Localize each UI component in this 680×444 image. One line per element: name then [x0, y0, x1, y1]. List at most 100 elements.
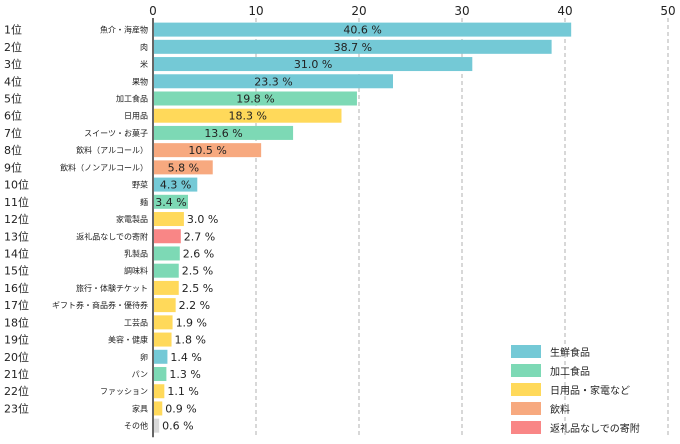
- category-label: 工芸品: [124, 317, 148, 327]
- category-label: 果物: [132, 76, 148, 86]
- legend-swatch: [511, 364, 541, 377]
- rank-label: 14位: [4, 246, 29, 260]
- rank-label: 13位: [4, 229, 29, 243]
- x-tick-label: 10: [248, 4, 263, 18]
- data-label: 1.4 %: [170, 351, 201, 364]
- rank-label: 16位: [4, 281, 29, 295]
- bar: [154, 91, 357, 106]
- rank-label: 3位: [4, 57, 22, 71]
- rank-label: 19位: [4, 333, 29, 347]
- category-label: 家電製品: [116, 214, 148, 224]
- legend-label: 日用品・家電など: [550, 384, 630, 397]
- bar: [154, 177, 198, 192]
- rank-label: 12位: [4, 212, 29, 226]
- bar: [154, 280, 179, 295]
- category-label: 肉: [140, 42, 148, 52]
- bar: [154, 194, 189, 209]
- category-label: 家具: [132, 403, 148, 413]
- data-label: 1.3 %: [169, 368, 200, 381]
- category-label: ファッション: [100, 387, 148, 396]
- data-label: 1.9 %: [176, 316, 207, 329]
- bar: [154, 246, 180, 261]
- bars: [154, 22, 572, 433]
- category-label: 魚介・海産物: [100, 25, 148, 35]
- data-label: 31.0 %: [294, 58, 332, 71]
- data-label: 40.6 %: [343, 24, 381, 37]
- category-label: その他: [124, 421, 148, 431]
- rank-label: 17位: [4, 298, 29, 312]
- category-label: 加工食品: [116, 93, 148, 103]
- category-labels: 40.6 % 1位 魚介・海産物 38.7 % 2位 肉 31.0 % 3位 米 23.3 % 4位…: [4, 23, 382, 433]
- category-label: 麺: [140, 197, 148, 207]
- x-tick-label: 50: [660, 4, 675, 18]
- category-label: 返礼品なしでの寄附: [76, 231, 148, 241]
- x-axis-ticks: 0 10 20 30 40 50: [149, 4, 675, 18]
- data-label: 2.5 %: [182, 265, 213, 278]
- data-label: 19.8 %: [236, 92, 274, 105]
- data-label: 1.8 %: [175, 334, 206, 347]
- rank-label: 7位: [4, 126, 22, 140]
- data-label: 2.7 %: [184, 230, 215, 243]
- category-label: 飲料（ノンアルコール）: [60, 162, 148, 172]
- data-label: 2.5 %: [182, 282, 213, 295]
- bar: [154, 298, 176, 313]
- bar: [154, 160, 213, 175]
- data-label: 4.3 %: [160, 179, 191, 192]
- bar: [154, 74, 393, 89]
- data-label: 23.3 %: [254, 75, 292, 88]
- category-label: ギフト券・商品券・優待券: [52, 300, 148, 310]
- rank-label: 10位: [4, 178, 29, 192]
- category-label: 野菜: [132, 180, 148, 190]
- category-label: スイーツ・お菓子: [84, 128, 148, 138]
- legend-label: 生鮮食品: [550, 346, 590, 359]
- bar: [154, 125, 294, 140]
- rank-label: 11位: [4, 195, 29, 209]
- category-label: 調味料: [124, 266, 148, 276]
- data-label: 3.4 %: [155, 196, 186, 209]
- bar: [154, 315, 173, 330]
- bar: [154, 384, 165, 399]
- data-label: 3.0 %: [187, 213, 218, 226]
- legend-label: 返礼品なしでの寄附: [550, 422, 640, 435]
- category-label: 乳製品: [124, 248, 148, 258]
- legend-label: 飲料: [550, 403, 570, 416]
- legend-swatch: [511, 345, 541, 358]
- legend-swatch: [511, 421, 541, 434]
- bar: [154, 143, 262, 158]
- rank-label: 9位: [4, 160, 22, 174]
- data-label: 10.5 %: [188, 144, 226, 157]
- x-tick-label: 40: [557, 4, 572, 18]
- data-label: 38.7 %: [334, 41, 372, 54]
- bar: [154, 401, 163, 416]
- data-label: 0.9 %: [165, 402, 196, 415]
- x-tick-label: 0: [149, 4, 157, 18]
- rank-label: 22位: [4, 384, 29, 398]
- rank-label: 5位: [4, 91, 22, 105]
- rank-label: 2位: [4, 40, 22, 54]
- x-tick-label: 20: [351, 4, 366, 18]
- rank-label: 23位: [4, 401, 29, 415]
- bar: [154, 22, 572, 37]
- rank-label: 21位: [4, 367, 29, 381]
- bar: [154, 229, 181, 244]
- category-label: 日用品: [124, 112, 148, 121]
- category-label: パン: [132, 370, 148, 379]
- rank-label: 15位: [4, 264, 29, 278]
- data-label: 18.3 %: [229, 110, 267, 123]
- legend-label: 加工食品: [550, 365, 590, 378]
- category-label: 飲料（アルコール）: [76, 145, 148, 155]
- data-label: 0.6 %: [162, 420, 193, 433]
- bar: [154, 367, 167, 382]
- rank-label: 8位: [4, 143, 22, 157]
- bar: [154, 418, 160, 433]
- category-label: 旅行・体験チケット: [76, 283, 148, 293]
- x-tick-label: 30: [454, 4, 469, 18]
- rank-label: 6位: [4, 109, 22, 123]
- data-label: 2.2 %: [179, 299, 210, 312]
- rank-label: 20位: [4, 350, 29, 364]
- bar: [154, 108, 342, 123]
- category-label: 米: [140, 59, 148, 69]
- bar: [154, 263, 179, 278]
- bar: [154, 39, 552, 54]
